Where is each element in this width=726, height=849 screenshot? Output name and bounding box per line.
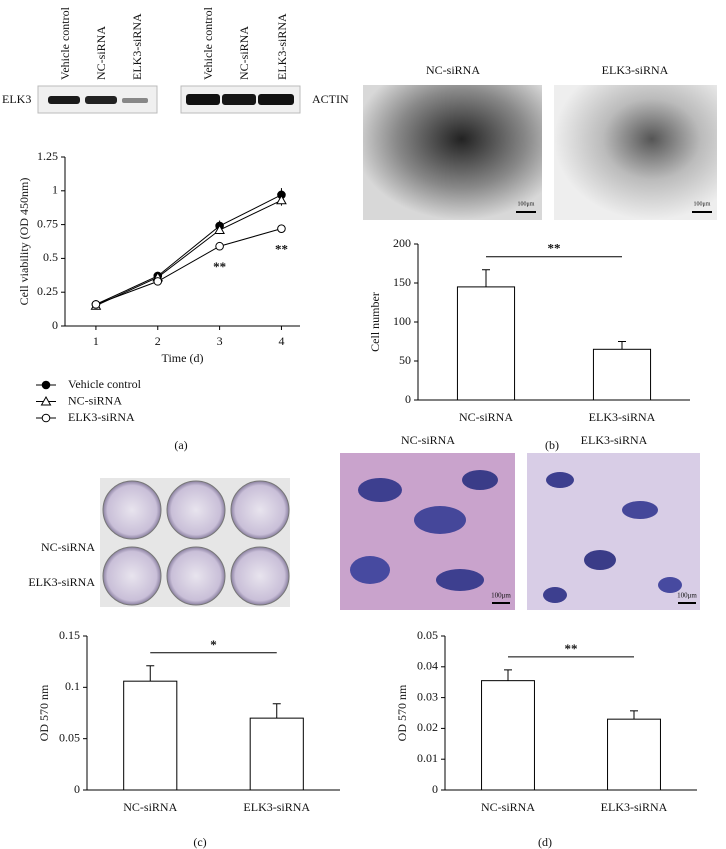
bar (249, 717, 304, 791)
marker (91, 300, 101, 309)
marker (215, 241, 224, 251)
x-tick-label: NC-siRNA (459, 410, 513, 424)
image-label: ELK3-siRNA (602, 63, 669, 77)
y-tick-label: 0 (74, 782, 80, 796)
panel-label: (d) (538, 835, 552, 849)
y-tick-label: 0 (52, 318, 58, 332)
y-tick-label: 0.01 (417, 751, 438, 765)
x-tick-label: NC-siRNA (481, 800, 535, 814)
blot-label: ACTIN (312, 92, 349, 106)
y-axis-label: OD 570 nm (37, 684, 51, 741)
plate-photo (100, 478, 290, 607)
legend-label: ELK3-siRNA (68, 410, 135, 424)
annotation: ** (213, 259, 226, 274)
micrograph (554, 85, 717, 220)
annotation: ** (275, 241, 288, 256)
y-tick-label: 100 (393, 314, 411, 328)
y-tick-label: 0.1 (65, 679, 80, 693)
x-axis-label: Time (d) (162, 351, 204, 365)
legend-label: Vehicle control (68, 377, 142, 391)
y-tick-label: 0.03 (417, 689, 438, 703)
y-axis-label: OD 570 nm (395, 684, 409, 741)
y-tick-label: 50 (399, 353, 411, 367)
panel-label: (b) (545, 438, 559, 452)
line (95, 194, 282, 305)
y-tick-label: 0 (432, 782, 438, 796)
micrograph (340, 453, 515, 610)
image-label: NC-siRNA (426, 63, 480, 77)
marker (277, 224, 286, 233)
scale-bar-label: 100μm (694, 201, 711, 207)
legend-marker (40, 395, 52, 406)
y-tick-label: 200 (393, 236, 411, 250)
y-tick-label: 0.05 (59, 730, 80, 744)
marker (153, 277, 163, 286)
significance-label: * (210, 637, 217, 652)
y-axis-label: Cell viability (OD 450nm) (17, 178, 31, 306)
micrograph (527, 453, 700, 610)
scale-bar-label: 100μm (491, 592, 511, 600)
x-tick-label: ELK3-siRNA (589, 410, 656, 424)
lane-label: Vehicle control (201, 6, 215, 80)
y-tick-label: 0.25 (37, 284, 58, 298)
micrograph (363, 85, 542, 220)
scale-bar-label: 100μm (518, 201, 535, 207)
bar (481, 680, 535, 791)
x-tick-label: 2 (155, 334, 161, 348)
y-tick-label: 0 (405, 392, 411, 406)
y-tick-label: 1 (52, 183, 58, 197)
bar (607, 718, 661, 791)
bar (456, 286, 516, 401)
significance-label: ** (565, 641, 578, 656)
lane-label: NC-siRNA (237, 26, 251, 80)
legend-label: NC-siRNA (68, 393, 122, 407)
y-tick-label: 0.02 (417, 720, 438, 734)
lane-label: ELK3-siRNA (130, 13, 144, 80)
legend-marker (41, 413, 51, 423)
lane-label: NC-siRNA (94, 26, 108, 80)
scale-bar-label: 100μm (677, 592, 697, 600)
x-tick-label: ELK3-siRNA (601, 800, 668, 814)
marker (214, 224, 225, 235)
lane-label: ELK3-siRNA (275, 13, 289, 80)
marker (276, 194, 287, 205)
western-blot (37, 85, 301, 114)
lane-label: Vehicle control (58, 6, 72, 80)
y-tick-label: 0.75 (37, 216, 58, 230)
line (95, 228, 282, 305)
x-tick-label: ELK3-siRNA (243, 800, 310, 814)
x-tick-label: NC-siRNA (123, 800, 177, 814)
bar (592, 348, 652, 401)
y-tick-label: 0.05 (417, 628, 438, 642)
legend-marker (41, 380, 51, 390)
x-tick-label: 3 (217, 334, 223, 348)
bar (123, 680, 178, 791)
blot-label: ELK3 (2, 92, 31, 106)
line (95, 199, 282, 307)
y-tick-label: 0.15 (59, 628, 80, 642)
significance-label: ** (548, 241, 561, 256)
image-label: NC-siRNA (401, 433, 455, 447)
panel-label: (a) (174, 438, 187, 452)
panel-label: (c) (193, 835, 206, 849)
x-tick-label: 4 (278, 334, 284, 348)
image-label: ELK3-siRNA (581, 433, 648, 447)
y-tick-label: 1.25 (37, 149, 58, 163)
y-tick-label: 0.5 (43, 250, 58, 264)
y-tick-label: 0.04 (417, 659, 438, 673)
y-axis-label: Cell number (368, 292, 382, 352)
image-label: NC-siRNA (41, 540, 95, 554)
image-label: ELK3-siRNA (28, 575, 95, 589)
x-tick-label: 1 (93, 334, 99, 348)
y-tick-label: 150 (393, 275, 411, 289)
